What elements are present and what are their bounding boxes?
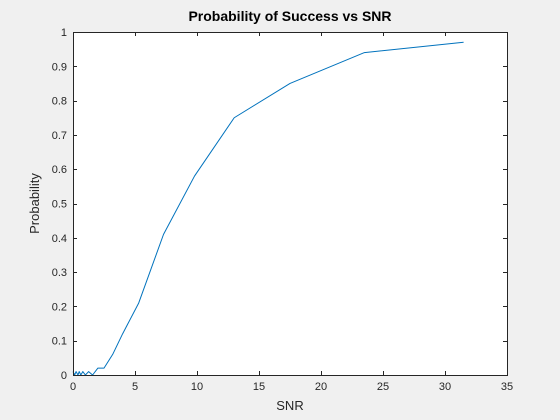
chart-title: Probability of Success vs SNR: [188, 8, 391, 24]
tick-marks: [73, 32, 508, 376]
y-axis-label: Probability: [27, 173, 42, 234]
y-tick-label: 0.7: [52, 130, 67, 142]
y-tick-label: 0.5: [52, 199, 67, 211]
x-tick-label: 15: [253, 381, 265, 393]
y-tick-label: 0.4: [52, 233, 67, 245]
y-tick-label: 0: [61, 370, 67, 382]
y-tick-label: 0.2: [52, 301, 67, 313]
x-axis-label: SNR: [276, 398, 303, 413]
series-layer: [72, 41, 464, 376]
x-tick-label: 5: [132, 381, 138, 393]
series-line: [72, 41, 464, 376]
plot-area: [73, 32, 507, 375]
y-tick-label: 0.3: [52, 267, 67, 279]
y-tick-label: 0.6: [52, 164, 67, 176]
x-tick-label: 25: [377, 381, 389, 393]
x-tick-label: 0: [70, 381, 76, 393]
y-tick-label: 0.9: [52, 61, 67, 73]
y-tick-label: 1: [61, 27, 67, 39]
axes-box: [73, 32, 508, 376]
y-tick-label: 0.1: [52, 336, 67, 348]
y-tick-label: 0.8: [52, 96, 67, 108]
x-tick-label: 10: [191, 381, 203, 393]
x-tick-label: 35: [501, 381, 513, 393]
x-tick-label: 30: [439, 381, 451, 393]
tick-labels: 0 5 10 15 20 25 30 35 0 0.1 0.2 0.3 0.4 0.5 0.6 0.7 0.8 0…: [52, 27, 513, 393]
x-tick-label: 20: [315, 381, 327, 393]
